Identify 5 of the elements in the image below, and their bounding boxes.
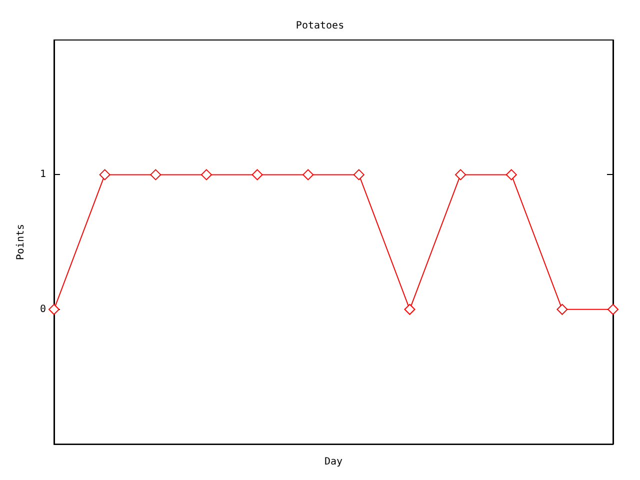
y-axis-title: Points [16, 224, 26, 260]
y-tick-label: 1 [40, 169, 46, 180]
x-axis-title: Day [324, 456, 343, 468]
y-tick-label: 0 [40, 304, 46, 315]
chart-title: Potatoes [296, 20, 344, 32]
